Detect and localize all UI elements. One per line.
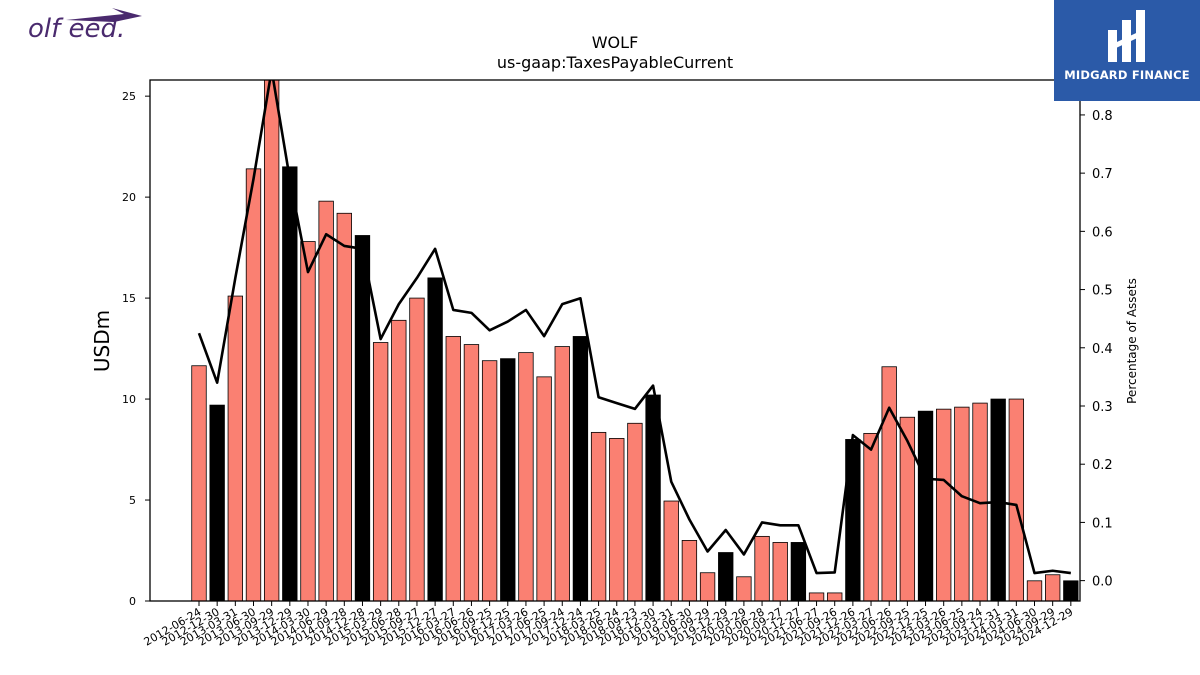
y-tick-label: 0: [129, 595, 136, 608]
bar-2013-09-29: [263, 79, 280, 602]
bar-2018-06-24: [609, 438, 625, 602]
bar-2014-09-28: [336, 212, 352, 602]
y2-tick-label: 0.6: [1092, 225, 1113, 240]
bar-2023-06-25: [954, 406, 970, 602]
y-tick-label: 10: [122, 393, 136, 406]
bar-2015-06-28: [391, 319, 407, 602]
bar-2018-12-30: [645, 394, 661, 602]
bar-2020-09-27: [772, 542, 788, 602]
bar-2013-03-31: [227, 295, 243, 602]
bar-2018-09-23: [627, 422, 643, 602]
bar-2015-03-29: [372, 342, 389, 602]
midgard-finance-logo: MIDGARD FINANCE: [1054, 0, 1200, 101]
bar-2016-12-25: [500, 358, 516, 602]
bar-2012-06-24: [191, 365, 207, 602]
bar-2022-09-25: [899, 416, 916, 602]
bar-series: [191, 79, 1079, 602]
bar-2024-09-29: [1045, 574, 1061, 602]
y2-tick-label: 0.4: [1092, 342, 1113, 357]
y2-tick-label: 0.2: [1092, 458, 1113, 473]
y2-tick-label: 0.5: [1092, 284, 1113, 299]
bar-2015-09-27: [409, 297, 425, 602]
bar-2017-06-25: [536, 376, 552, 602]
bar-2021-06-27: [808, 592, 825, 602]
y2-tick-label: 0.1: [1092, 516, 1113, 531]
bar-2012-12-30: [209, 404, 225, 602]
midgard-finance-logo-text: MIDGARD FINANCE: [1064, 68, 1190, 82]
bar-2022-12-25: [917, 410, 934, 602]
bar-2014-06-29: [318, 200, 334, 602]
bar-2014-12-28: [354, 235, 371, 602]
midgard-emblem-icon: [1108, 10, 1145, 62]
y2-tick-label: 0.7: [1092, 167, 1113, 182]
y-axis-label: USDm: [90, 310, 114, 372]
y2-axis-label: Percentage of Assets: [1125, 278, 1139, 404]
y-tick-label: 25: [122, 90, 136, 103]
bar-2019-03-31: [663, 500, 679, 602]
percentage-line: [197, 80, 1072, 575]
bar-2024-03-31: [1008, 398, 1025, 602]
bar-2023-03-26: [936, 408, 952, 602]
wolf-swoosh-icon: [66, 8, 142, 22]
bar-2020-06-28: [754, 535, 770, 602]
bar-2013-06-30: [245, 168, 262, 602]
bar-2020-03-29: [736, 576, 752, 602]
chart-title: WOLF: [592, 33, 639, 52]
bar-2018-03-25: [590, 431, 607, 602]
bar-2015-12-27: [427, 277, 443, 602]
wolfspeed-logo: olf eed.: [28, 4, 158, 52]
bar-2017-12-24: [572, 336, 589, 602]
y2-tick-label: 0.3: [1092, 400, 1113, 415]
bar-2024-12-29: [1063, 580, 1079, 602]
bar-2016-09-25: [481, 360, 498, 602]
bar-2017-03-26: [518, 352, 534, 602]
percentage-line-series: [197, 80, 1072, 575]
bar-2022-03-27: [863, 432, 879, 602]
bar-2016-03-27: [445, 336, 461, 602]
bar-2013-12-29: [282, 166, 298, 602]
y-tick-label: 15: [122, 292, 136, 305]
bar-2016-06-26: [463, 344, 480, 602]
bar-2023-12-31: [990, 398, 1006, 602]
y2-tick-label: 0.8: [1092, 109, 1113, 124]
y-tick-label: 20: [122, 191, 136, 204]
bar-2014-03-30: [300, 241, 316, 602]
y2-tick-label: 0.0: [1092, 575, 1113, 590]
bar-2022-06-26: [881, 366, 897, 602]
bar-2021-09-26: [827, 592, 843, 602]
bar-2017-09-24: [554, 346, 570, 602]
bar-2020-12-27: [790, 542, 807, 602]
bar-2019-12-29: [718, 552, 734, 602]
plot-frame: [149, 79, 1081, 602]
bar-2024-06-30: [1026, 580, 1043, 602]
bar-2019-06-30: [681, 540, 698, 602]
axes: 05101520250.00.10.20.30.40.50.60.70.8201…: [122, 79, 1113, 649]
bar-2019-09-29: [699, 572, 716, 602]
chart-subtitle: us-gaap:TaxesPayableCurrent: [497, 53, 733, 72]
y-tick-label: 5: [129, 494, 136, 507]
